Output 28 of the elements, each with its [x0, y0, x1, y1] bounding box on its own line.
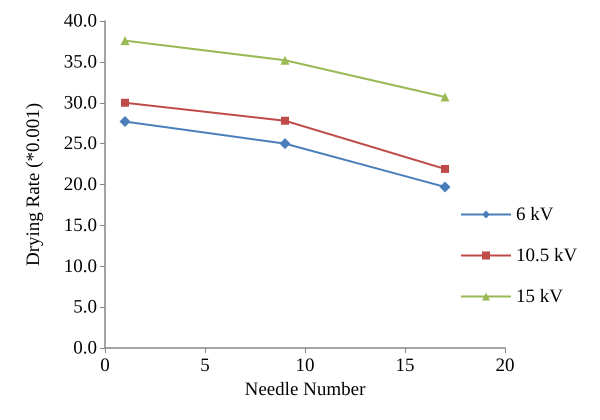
point: [440, 92, 450, 102]
x-axis-title: Needle Number: [244, 378, 366, 400]
legend-label: 15 kV: [516, 286, 564, 307]
legend-label: 10.5 kV: [516, 245, 578, 266]
x-tick-label: 0: [100, 355, 110, 376]
x-tick-label: 15: [396, 355, 414, 376]
x-tick-label: 10: [296, 355, 314, 376]
y-tick-label: 40.0: [64, 10, 97, 32]
x-tick-label: 20: [496, 355, 514, 376]
point: [281, 116, 289, 125]
y-tick-label: 20.0: [64, 174, 97, 195]
y-axis-title: Drying Rate (*0.001): [23, 102, 44, 266]
point: [440, 181, 450, 192]
point: [441, 164, 449, 173]
y-tick-label: 10.0: [64, 256, 97, 277]
y-tick-label: 15.0: [64, 214, 97, 236]
y-tick-label: 5.0: [73, 296, 97, 318]
y-tick-label: 0.0: [73, 338, 97, 358]
point: [120, 36, 130, 46]
y-tick-label: 30.0: [64, 92, 97, 114]
y-tick-label: 35.0: [64, 51, 97, 72]
point: [280, 138, 290, 150]
legend-label: 6 kV: [516, 204, 554, 225]
point: [120, 116, 130, 128]
x-tick-label: 5: [200, 355, 210, 376]
point: [280, 56, 290, 65]
y-tick-label: 25.0: [64, 133, 97, 154]
point: [121, 98, 129, 107]
